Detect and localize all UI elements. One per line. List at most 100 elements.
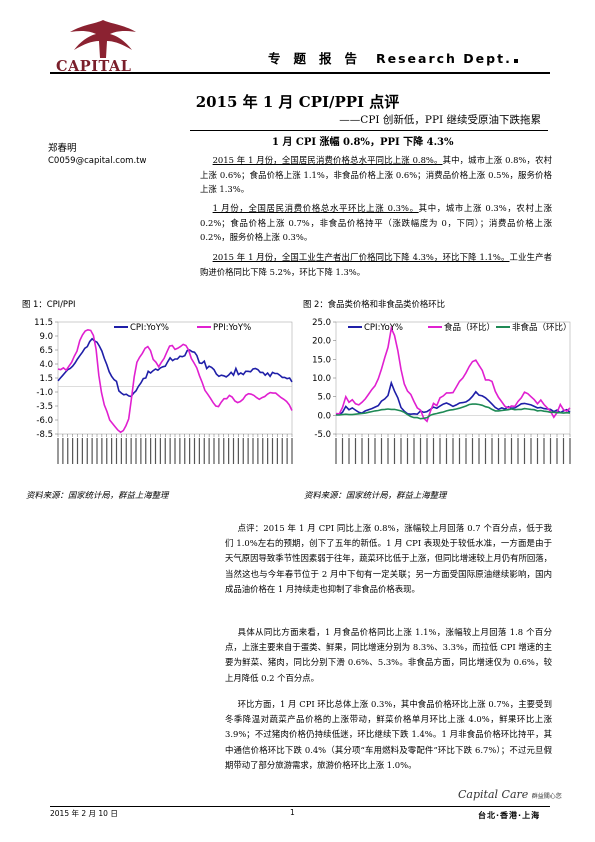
x-tick-label-glyph — [154, 438, 157, 464]
y-tick-label: -8.5 — [36, 430, 53, 440]
x-tick-label-glyph — [497, 438, 500, 464]
x-tick-label-glyph — [76, 438, 79, 464]
header-title: 专题报告 Research Dept. — [268, 48, 518, 67]
summary-para-3-text: 工业生产者购进价格同比下降 5.2%，环比下降 1.3%。 — [200, 252, 553, 277]
y-tick-label: 10.0 — [312, 374, 331, 384]
series-line-1 — [335, 325, 571, 423]
logo-text: CAPITAL — [56, 58, 132, 75]
food-nonfood-chart: 25.0 20.0 15.0 10.0 5.0 0.0 -5.0 CPI:YoY% 食品（环比）… — [312, 318, 572, 464]
x-tick-label-glyph — [159, 438, 161, 464]
x-tick-label-glyph — [237, 438, 239, 464]
x-tick-label-glyph — [198, 438, 200, 464]
series-line-2 — [336, 403, 571, 420]
company-logo — [62, 14, 144, 60]
x-tick-label-glyph — [543, 438, 545, 464]
x-tick-label-glyph — [72, 438, 74, 464]
x-tick-label-glyph — [203, 438, 205, 464]
x-tick-label-glyph — [169, 438, 171, 464]
x-tick-label-glyph — [115, 438, 118, 464]
summary-para-1-highlight: 2015 年 1 月份，全国居民消费价格总水平同比上涨 0.8%。 — [212, 155, 443, 165]
y-tick-label: 5.0 — [317, 393, 331, 403]
summary-para-2-text: 其中，城市上涨 0.3%，农村上涨 0.2%；食品价格上涨 0.7%，非食品价格… — [200, 203, 552, 242]
x-tick-label-glyph — [276, 438, 278, 464]
x-tick-label-glyph — [140, 438, 142, 464]
x-tick-label-glyph — [125, 438, 127, 464]
dept-square-icon — [513, 59, 518, 63]
x-tick-label-glyph — [354, 438, 357, 464]
x-tick-label-glyph — [458, 438, 461, 464]
x-tick-label-glyph — [96, 438, 98, 464]
x-tick-label-glyph — [380, 438, 383, 464]
series-line-0 — [57, 337, 293, 398]
author-name: 郑春明 — [48, 143, 77, 154]
x-tick-label-glyph — [62, 438, 64, 464]
x-tick-label-glyph — [57, 438, 59, 464]
x-tick-label-glyph — [291, 438, 293, 464]
x-tick-label-glyph — [247, 438, 249, 464]
x-tick-label-glyph — [536, 438, 539, 464]
y-tick-label: 25.0 — [312, 318, 331, 328]
x-tick-label-glyph — [419, 438, 422, 464]
body-para-1: 点评：2015 年 1 月 CPI 同比上涨 0.8%，涨幅较上月回落 0.7 … — [225, 523, 552, 594]
x-tick-label-glyph — [232, 438, 235, 464]
x-tick-label-glyph — [439, 438, 441, 464]
x-tick-label-glyph — [101, 438, 103, 464]
x-tick-label-glyph — [135, 438, 137, 464]
x-tick-label-glyph — [348, 438, 350, 464]
x-tick-label-glyph — [86, 438, 88, 464]
x-tick-label-glyph — [67, 438, 69, 464]
figure-2-source: 资料来源：国家统计局，群益上海整理 — [304, 490, 447, 500]
eagle-logo-icon — [70, 20, 136, 58]
x-tick-label-glyph — [361, 438, 363, 464]
legend-label-0: CPI:YoY% — [364, 323, 403, 333]
y-tick-label: 11.5 — [34, 318, 53, 328]
summary-para-3-highlight: 2015 年 1 月份，全国工业生产者出厂价格同比下降 4.3%，环比下降 1.… — [212, 252, 510, 262]
report-subtitle: ——CPI 创新低，PPI 继续受原油下跌拖累 — [339, 114, 541, 126]
x-tick-label-glyph — [562, 438, 565, 464]
x-tick-label-glyph — [228, 438, 230, 464]
page-number: 1 — [290, 808, 295, 817]
y-tick-label: -1.0 — [36, 388, 53, 398]
cpi-ppi-chart: 11.5 9.0 6.5 4.0 1.5 -1.0 -3.5 -6.0 -8.5 CPI:YoY%… — [34, 318, 293, 464]
y-tick-label: 9.0 — [39, 332, 53, 342]
x-tick-label-glyph — [218, 438, 220, 464]
series-line-1 — [57, 328, 293, 434]
x-tick-label-glyph — [252, 438, 254, 464]
x-tick-label-glyph — [367, 438, 370, 464]
x-tick-label-glyph — [400, 438, 402, 464]
x-tick-label-glyph — [271, 438, 274, 464]
x-tick-label-glyph — [81, 438, 83, 464]
summary-headline: 1 月 CPI 涨幅 0.8%，PPI 下降 4.3% — [272, 137, 454, 148]
report-title: 2015 年 1 月 CPI/PPI 点评 — [195, 93, 400, 111]
x-tick-label-glyph — [91, 438, 93, 464]
x-tick-label-glyph — [432, 438, 435, 464]
footer-brand-name: Capital Care — [458, 788, 529, 801]
summary-para-3: 2015 年 1 月份，全国工业生产者出厂价格同比下降 4.3%，环比下降 1.… — [200, 250, 552, 279]
figure-2-caption: 图 2：食品类价格和非食品类价格环比 — [303, 299, 445, 309]
y-tick-label: 1.5 — [39, 374, 53, 384]
x-tick-label-glyph — [523, 438, 526, 464]
summary-para-2: 1 月份，全国居民消费价格总水平环比上涨 0.3%。其中，城市上涨 0.3%，农… — [200, 201, 552, 245]
footer-divider — [50, 806, 550, 807]
x-tick-label-glyph — [374, 438, 376, 464]
x-tick-label-glyph — [471, 438, 474, 464]
x-tick-label-glyph — [111, 438, 113, 464]
x-tick-label-glyph — [267, 438, 269, 464]
author-email[interactable]: C0059@capital.com.tw — [48, 156, 147, 166]
x-tick-label-glyph — [184, 438, 186, 464]
footer-brand: Capital Care 群益關心您 — [458, 788, 562, 801]
y-tick-label: 15.0 — [312, 355, 331, 365]
summary-para-1: 2015 年 1 月份，全国居民消费价格总水平同比上涨 0.8%。其中，城市上涨… — [200, 153, 552, 197]
x-tick-label-glyph — [426, 438, 428, 464]
x-tick-label-glyph — [445, 438, 448, 464]
y-tick-label: -6.0 — [36, 416, 53, 426]
y-tick-label: 0.0 — [317, 411, 331, 421]
legend-label-1: 食品（环比） — [444, 322, 495, 333]
body-para-3: 环比方面，1 月 CPI 环比总体上涨 0.3%，其中食品价格环比上涨 0.7%… — [225, 699, 552, 770]
legend-label-0: CPI:YoY% — [130, 323, 169, 333]
x-tick-label-glyph — [341, 438, 344, 464]
figure-1-caption: 图 1：CPI/PPI — [22, 299, 76, 309]
x-tick-label-glyph — [164, 438, 166, 464]
legend-label-2: 非食品（环比） — [512, 322, 572, 333]
header-divider — [50, 72, 550, 74]
